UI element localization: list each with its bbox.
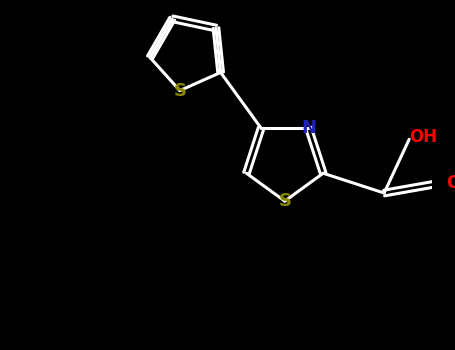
Text: S: S [173,82,187,100]
Text: N: N [301,119,316,137]
Text: O: O [446,174,455,192]
Text: OH: OH [410,128,438,146]
Text: S: S [278,192,291,210]
